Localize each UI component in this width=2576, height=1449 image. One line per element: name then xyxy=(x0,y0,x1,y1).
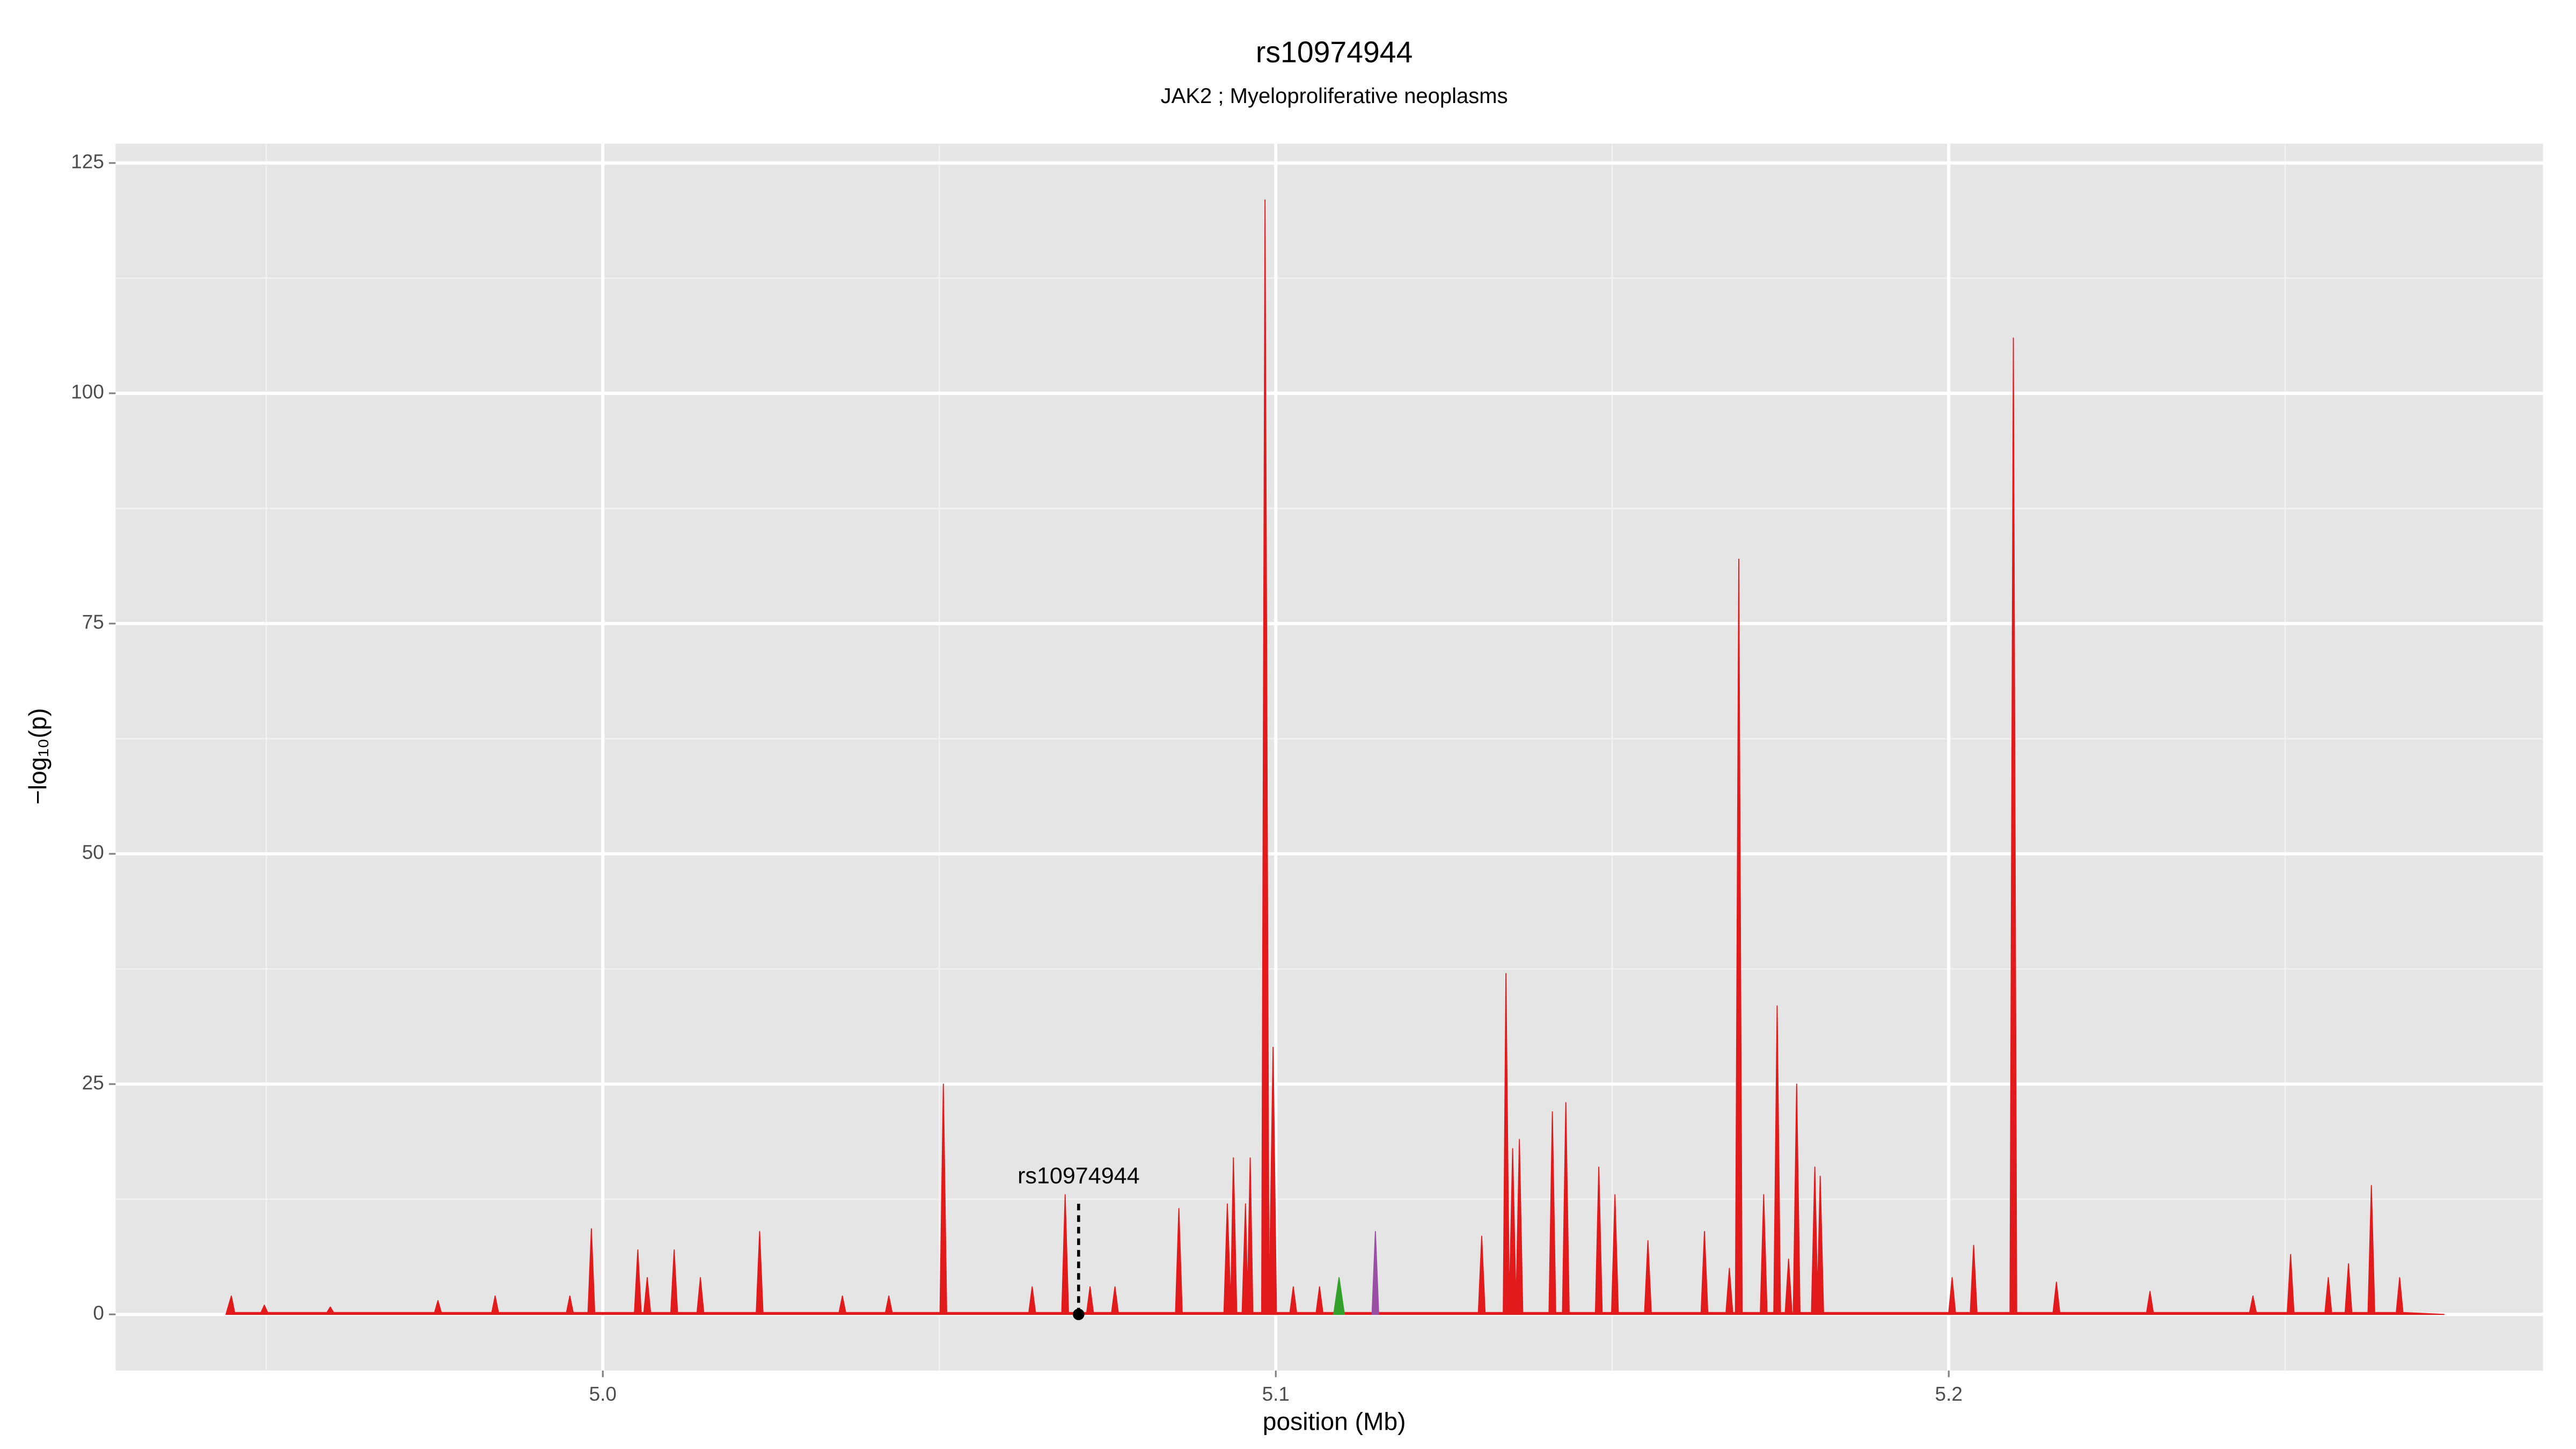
annotation-point xyxy=(1073,1308,1085,1320)
area xyxy=(1333,1277,1345,1315)
y-axis-title: −log₁₀(p) xyxy=(24,708,52,804)
plot-panel xyxy=(115,143,2543,1371)
chart-subtitle: JAK2 ; Myeloproliferative neoplasms xyxy=(1161,84,1508,108)
chart-title: rs10974944 xyxy=(1256,35,1413,69)
x-axis-title: position (Mb) xyxy=(1263,1407,1406,1435)
x-tick-label: 5.0 xyxy=(589,1383,617,1405)
y-tick-label: 50 xyxy=(82,841,104,863)
annotation-label: rs10974944 xyxy=(1018,1163,1139,1189)
y-tick-label: 75 xyxy=(82,611,104,633)
x-tick-label: 5.2 xyxy=(1935,1383,1963,1405)
y-tick-label: 25 xyxy=(82,1072,104,1094)
x-tick-label: 5.1 xyxy=(1262,1383,1290,1405)
area xyxy=(1371,1231,1380,1315)
y-tick-label: 0 xyxy=(93,1302,104,1324)
area xyxy=(225,199,2445,1315)
y-tick-label: 125 xyxy=(71,150,104,172)
y-tick-label: 100 xyxy=(71,381,104,403)
